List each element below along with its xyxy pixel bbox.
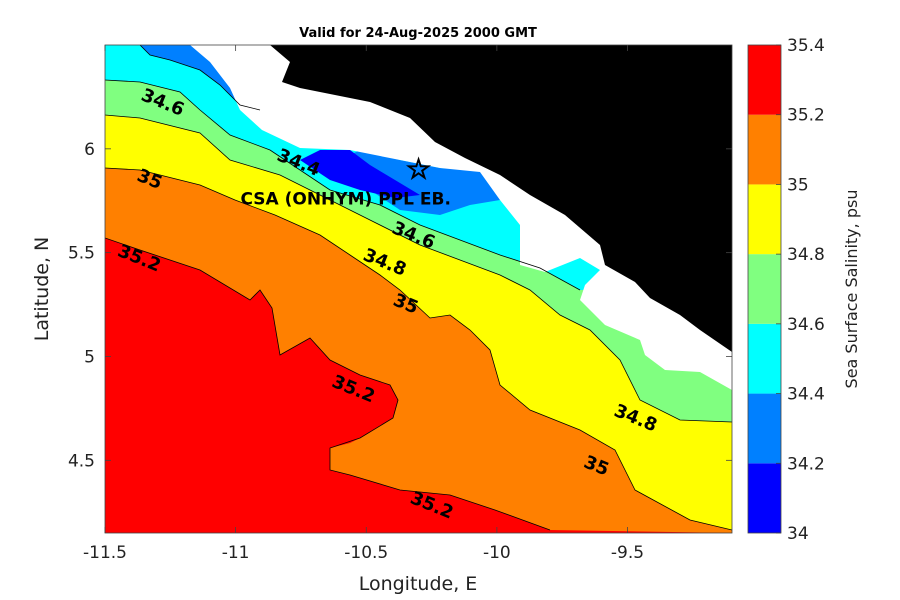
x-tick-label: -10 (483, 543, 511, 563)
x-tick-label: -11.5 (83, 543, 127, 563)
plot-frame (104, 44, 733, 534)
y-tick-label: 5.5 (68, 244, 95, 264)
colorbar-tick-label: 34.2 (787, 454, 825, 474)
y-tick-label: 5 (84, 347, 95, 367)
colorbar-segment (748, 45, 781, 115)
colorbar-tick-label: 34 (787, 524, 809, 544)
colorbar-tick-label: 35.2 (787, 106, 825, 126)
colorbar: 34 34.2 34.4 34.6 34.8 35 35.2 35.4 (747, 36, 825, 544)
x-tick-label: -9.5 (611, 543, 644, 563)
colorbar-tick-label: 34.8 (787, 245, 825, 265)
colorbar-segment (748, 184, 781, 255)
colorbar-tick-label: 35 (787, 175, 809, 195)
map-title: Valid for 24-Aug-2025 2000 GMT (299, 26, 537, 41)
x-tick-label: -11 (222, 543, 250, 563)
land-mass (270, 45, 732, 352)
colorbar-segment (748, 393, 781, 464)
colorbar-label: Sea Surface Salinity, psu (842, 190, 861, 389)
y-axis-label: Latitude, N (31, 237, 53, 342)
y-tick-label: 4.5 (68, 451, 95, 471)
colorbar-segment (748, 114, 781, 185)
contour-line-34.6 (105, 79, 581, 291)
site-label: CSA (ONHYM) PPL EB. (241, 190, 451, 210)
contour-line-35.0 (105, 167, 732, 531)
colorbar-tick-label: 34.6 (787, 315, 825, 335)
salinity-band-34.0-34.2 (300, 150, 420, 198)
colorbar-segment (748, 463, 781, 533)
contour-lines (105, 45, 732, 531)
colorbar-tick-label: 34.4 (787, 385, 825, 405)
star-icon: ☆ (406, 153, 431, 186)
contour-line-35.2-upper (105, 237, 551, 531)
x-axis-label: Longitude, E (359, 573, 478, 595)
x-tick-label: -10.5 (344, 543, 388, 563)
x-axis-ticks: -11.5 -11 -10.5 -10 -9.5 (83, 45, 644, 563)
colorbar-segment (748, 323, 781, 394)
y-tick-label: 6 (84, 140, 95, 160)
salinity-band-34.2-34.4-nearshore (330, 150, 515, 215)
colorbar-tick-label: 35.4 (787, 36, 825, 56)
colorbar-frame (747, 44, 782, 534)
contour-line-34.4 (139, 45, 261, 111)
y-axis-ticks: 4.5 5 5.5 6 (68, 140, 732, 471)
colorbar-segment (748, 254, 781, 324)
contour-line-34.8 (105, 114, 732, 423)
